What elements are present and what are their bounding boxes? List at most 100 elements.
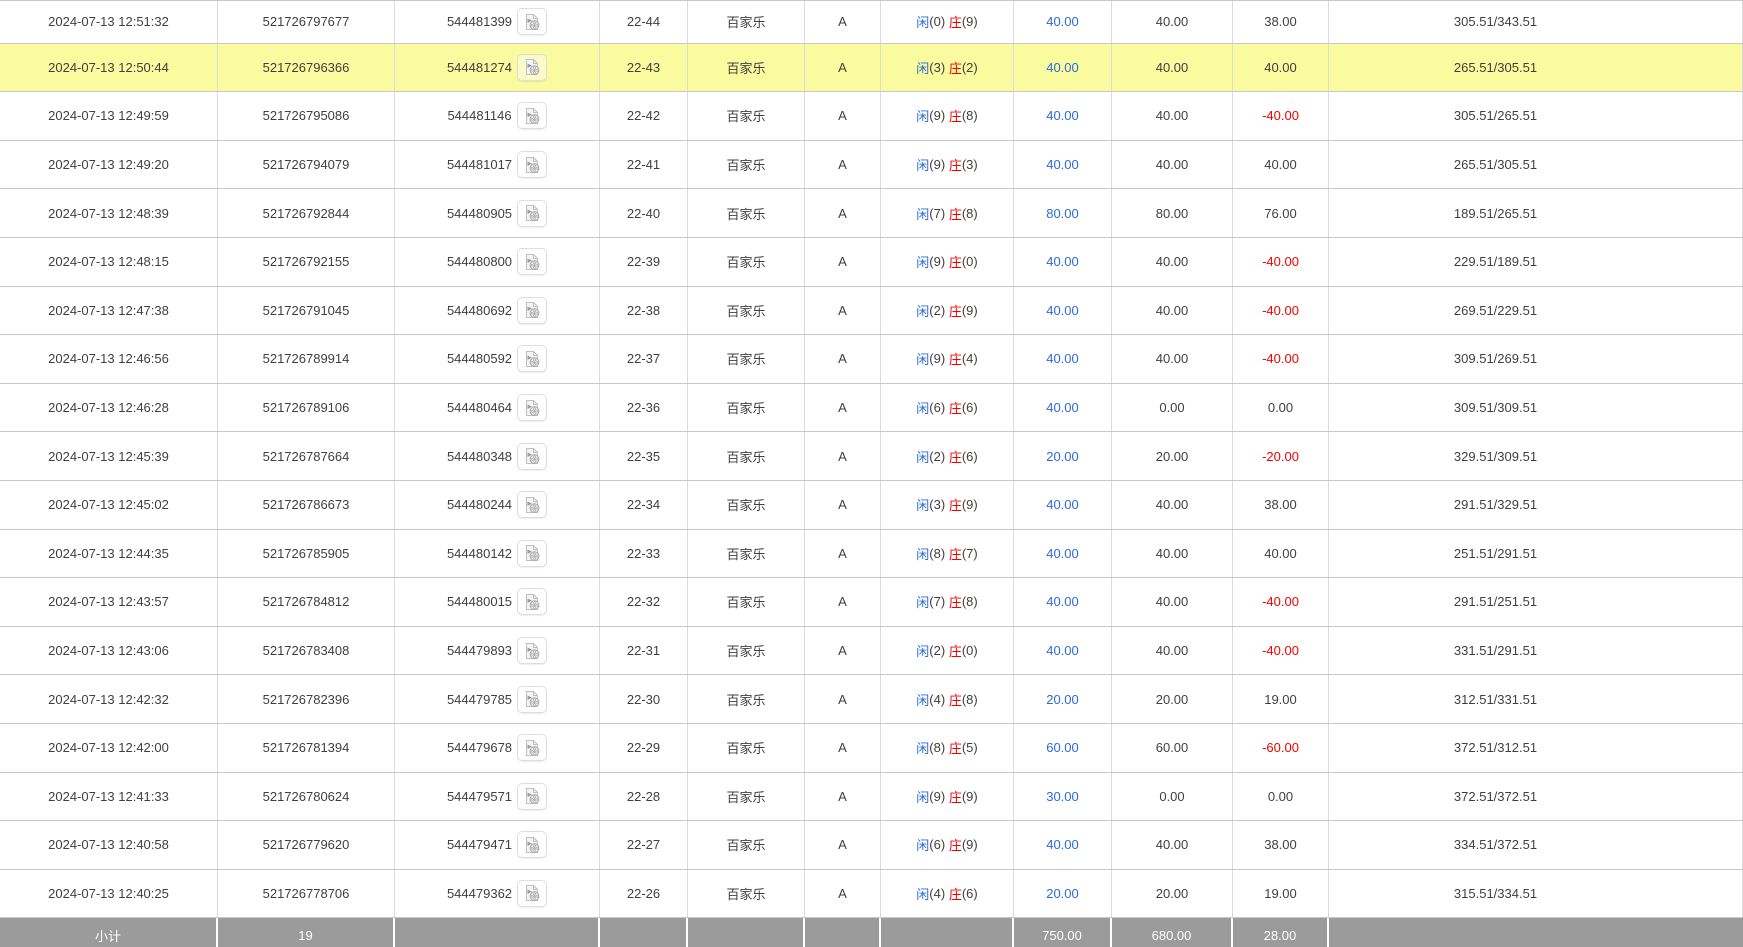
- video-replay-icon[interactable]: [517, 394, 548, 422]
- table-row[interactable]: 2024-07-13 12:41:33 521726780624 5444795…: [0, 772, 1743, 822]
- game-type: 百家乐: [688, 723, 805, 772]
- video-replay-icon[interactable]: [517, 637, 548, 665]
- table-row[interactable]: 2024-07-13 12:48:39 521726792844 5444809…: [0, 189, 1743, 238]
- bet-amount: 40.00: [1014, 237, 1112, 286]
- video-replay-glyph: [526, 302, 540, 319]
- valid-bet-amount: 80.00: [1112, 189, 1233, 237]
- video-replay-glyph: [526, 642, 540, 659]
- video-replay-icon[interactable]: [517, 442, 548, 470]
- table-row[interactable]: 2024-07-13 12:42:00 521726781394 5444796…: [0, 723, 1743, 773]
- video-replay-icon[interactable]: [517, 782, 548, 810]
- balance: 329.51/309.51: [1329, 432, 1743, 480]
- table-row[interactable]: 2024-07-13 12:46:28 521726789106 5444804…: [0, 383, 1743, 433]
- order-id: 521726780624: [218, 772, 395, 821]
- game-id: 544481399: [446, 14, 513, 30]
- table-row[interactable]: 2024-07-13 12:47:38 521726791045 5444806…: [0, 286, 1743, 336]
- table-row[interactable]: 2024-07-13 12:42:32 521726782396 5444797…: [0, 675, 1743, 724]
- table-row[interactable]: 2024-07-13 12:45:02 521726786673 5444802…: [0, 480, 1743, 530]
- video-replay-icon[interactable]: [517, 831, 548, 859]
- banker-score: (0): [961, 643, 978, 659]
- table-row[interactable]: 2024-07-13 12:46:56 521726789914 5444805…: [0, 335, 1743, 384]
- game-id-cell: 544479893: [395, 626, 600, 675]
- round-number: 22-44: [600, 1, 688, 43]
- balance: 315.51/334.51: [1329, 869, 1743, 918]
- video-replay-icon[interactable]: [517, 879, 548, 907]
- video-replay-icon[interactable]: [517, 588, 548, 616]
- banker-score: (0): [961, 254, 978, 270]
- player-label: 闲: [916, 109, 930, 125]
- video-replay-icon[interactable]: [516, 102, 547, 130]
- video-replay-glyph: [526, 399, 540, 416]
- table-row[interactable]: 2024-07-13 12:43:06 521726783408 5444798…: [0, 626, 1743, 676]
- game-id-cell: 544481274: [395, 43, 600, 92]
- video-replay-icon[interactable]: [517, 685, 548, 713]
- game-id-cell: 544481399: [395, 1, 600, 43]
- video-replay-icon[interactable]: [517, 248, 548, 276]
- table-row[interactable]: 2024-07-13 12:48:15 521726792155 5444808…: [0, 237, 1743, 287]
- table-code: A: [805, 335, 881, 383]
- banker-label: 庄: [948, 60, 962, 76]
- video-replay-glyph: [526, 59, 540, 76]
- round-number: 22-43: [600, 43, 688, 92]
- video-replay-icon[interactable]: [517, 296, 548, 324]
- video-replay-icon[interactable]: [517, 8, 548, 36]
- player-score: (3): [929, 59, 946, 75]
- game-type: 百家乐: [688, 772, 805, 821]
- order-id: 521726787664: [218, 432, 395, 480]
- player-label: 闲: [916, 644, 930, 660]
- win-loss-amount: -40.00: [1233, 578, 1329, 626]
- video-replay-icon[interactable]: [517, 151, 548, 179]
- game-result: 闲 (2) 庄 (9): [881, 286, 1014, 335]
- bet-time: 2024-07-13 12:47:38: [0, 286, 218, 335]
- game-type: 百家乐: [688, 286, 805, 335]
- video-replay-icon[interactable]: [517, 53, 548, 81]
- video-replay-glyph: [526, 253, 540, 270]
- table-code: A: [805, 723, 881, 772]
- player-score: (8): [929, 545, 946, 561]
- table-row[interactable]: 2024-07-13 12:43:57 521726784812 5444800…: [0, 578, 1743, 627]
- win-loss-amount: 76.00: [1233, 189, 1329, 237]
- player-label: 闲: [916, 692, 930, 708]
- banker-score: (6): [961, 885, 978, 901]
- table-row[interactable]: 2024-07-13 12:45:39 521726787664 5444803…: [0, 432, 1743, 481]
- order-id: 521726792155: [218, 237, 395, 286]
- table-row[interactable]: 2024-07-13 12:51:32 521726797677 5444813…: [0, 0, 1743, 44]
- bet-time: 2024-07-13 12:40:25: [0, 869, 218, 918]
- video-replay-icon[interactable]: [517, 345, 548, 373]
- game-result: 闲 (0) 庄 (9): [881, 1, 1014, 43]
- table-row[interactable]: 2024-07-13 12:49:20 521726794079 5444810…: [0, 140, 1743, 190]
- game-result: 闲 (4) 庄 (6): [881, 869, 1014, 918]
- player-score: (3): [929, 497, 946, 513]
- video-replay-glyph: [526, 205, 540, 222]
- table-row[interactable]: 2024-07-13 12:40:58 521726779620 5444794…: [0, 821, 1743, 870]
- player-score: (6): [929, 400, 946, 416]
- game-id-cell: 544480592: [395, 335, 600, 383]
- player-label: 闲: [916, 498, 930, 514]
- game-id-cell: 544479362: [395, 869, 600, 918]
- bet-time: 2024-07-13 12:45:02: [0, 480, 218, 529]
- banker-label: 庄: [948, 352, 962, 368]
- round-number: 22-40: [600, 189, 688, 237]
- bet-amount: 40.00: [1014, 529, 1112, 578]
- table-row[interactable]: 2024-07-13 12:40:25 521726778706 5444793…: [0, 869, 1743, 919]
- table-body: 2024-07-13 12:51:32 521726797677 5444813…: [0, 0, 1743, 919]
- video-replay-icon[interactable]: [517, 539, 548, 567]
- player-label: 闲: [916, 789, 930, 805]
- banker-score: (9): [961, 837, 978, 853]
- game-result: 闲 (8) 庄 (7): [881, 529, 1014, 578]
- bet-amount: 20.00: [1014, 432, 1112, 480]
- table-row[interactable]: 2024-07-13 12:44:35 521726785905 5444801…: [0, 529, 1743, 579]
- table-code: A: [805, 578, 881, 626]
- table-row[interactable]: 2024-07-13 12:49:59 521726795086 5444811…: [0, 92, 1743, 141]
- game-type: 百家乐: [688, 92, 805, 140]
- video-replay-icon[interactable]: [517, 734, 548, 762]
- video-replay-icon[interactable]: [517, 199, 548, 227]
- table-code: A: [805, 821, 881, 869]
- game-result: 闲 (9) 庄 (9): [881, 772, 1014, 821]
- table-row[interactable]: 2024-07-13 12:50:44 521726796366 5444812…: [0, 43, 1743, 93]
- valid-bet-amount: 60.00: [1112, 723, 1233, 772]
- video-replay-icon[interactable]: [517, 491, 548, 519]
- video-replay-glyph: [526, 593, 540, 611]
- order-id: 521726789914: [218, 335, 395, 383]
